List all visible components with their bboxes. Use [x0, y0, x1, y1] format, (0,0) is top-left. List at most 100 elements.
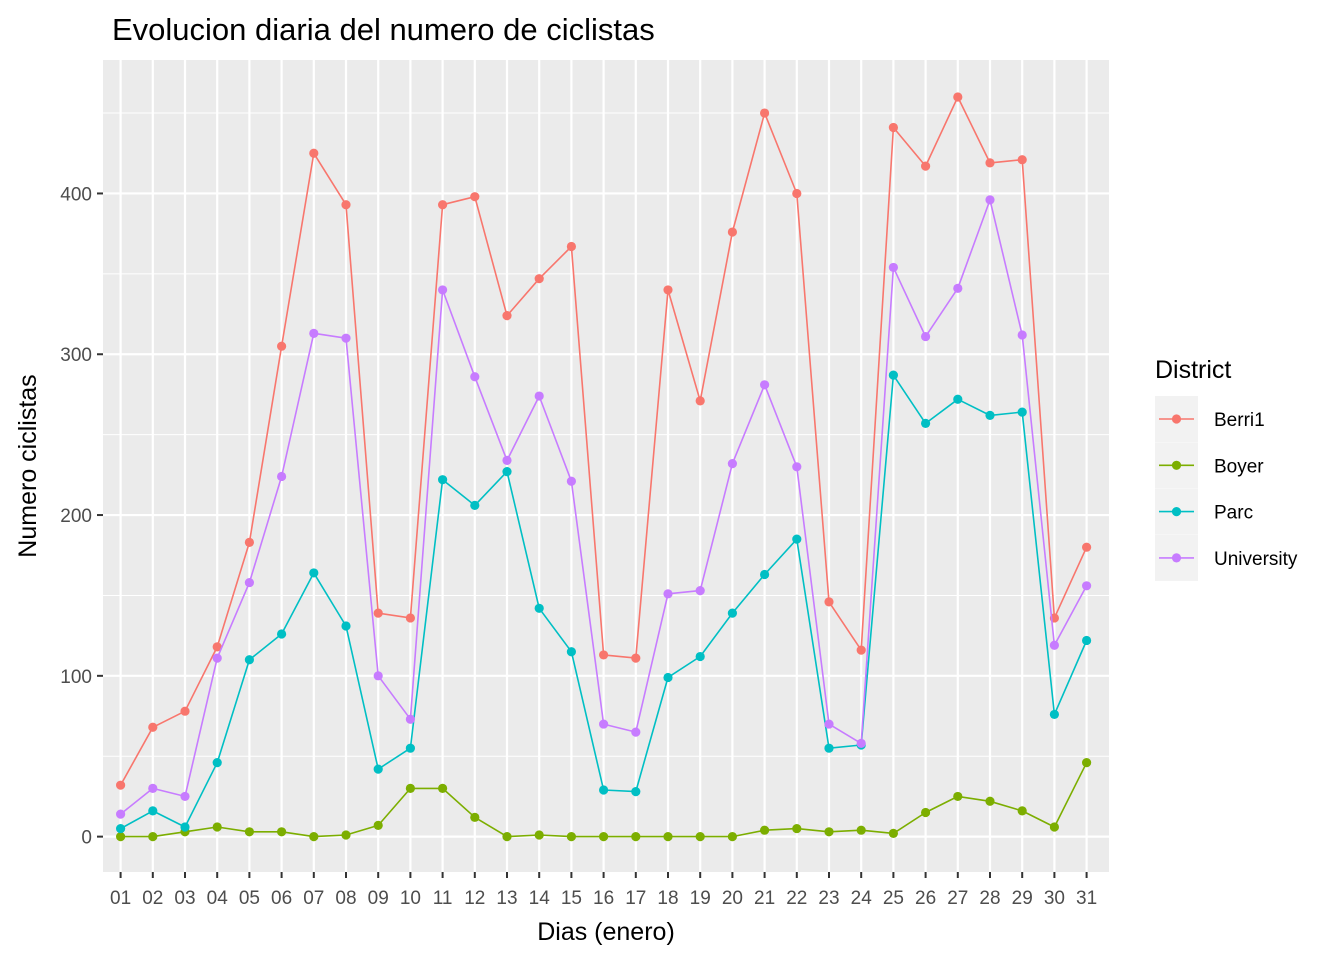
legend-item-parc: Parc [1155, 488, 1253, 535]
data-point [534, 391, 544, 401]
x-tick-label: 15 [561, 888, 582, 909]
data-point [566, 476, 577, 486]
data-point [373, 764, 383, 774]
x-tick-label: 01 [110, 888, 131, 909]
x-tick-label: 05 [239, 888, 260, 909]
data-point [824, 743, 834, 753]
legend: District Berri1 Boyer Parc University [1155, 356, 1298, 581]
data-point [180, 791, 190, 802]
data-point [631, 727, 641, 737]
data-point [566, 241, 577, 252]
data-point [116, 832, 126, 842]
data-point [212, 642, 222, 652]
legend-item-berri1: Berri1 [1155, 396, 1265, 442]
data-point [341, 830, 351, 840]
x-tick-label: 21 [754, 888, 775, 909]
data-point [244, 537, 254, 547]
y-axis: 0 100 200 300 400 [60, 184, 103, 849]
data-point [244, 655, 254, 665]
data-point [180, 822, 190, 832]
data-point [760, 108, 770, 118]
legend-key-point [1171, 553, 1182, 563]
major-gridlines [103, 60, 1109, 872]
data-point [1017, 806, 1027, 816]
data-point [727, 227, 738, 237]
data-point [373, 671, 383, 681]
data-point [405, 714, 415, 724]
x-tick-label: 07 [303, 888, 324, 909]
data-point [985, 796, 995, 806]
data-point [663, 832, 673, 842]
x-axis-title: Dias (enero) [537, 918, 675, 946]
data-point [148, 722, 158, 732]
data-point [663, 672, 673, 683]
data-point [244, 827, 254, 837]
data-point [888, 828, 899, 839]
x-tick-label: 25 [883, 888, 904, 909]
data-point [116, 809, 126, 819]
x-tick-label: 11 [433, 888, 453, 909]
data-point [953, 394, 963, 404]
data-point [470, 500, 480, 510]
data-point [824, 719, 834, 729]
data-point [1049, 822, 1059, 832]
x-tick-label: 09 [368, 888, 389, 909]
y-tick-label: 100 [60, 667, 92, 688]
x-axis: 01 02 03 04 05 06 07 08 09 10 11 12 13 14 15 16 17 18 19 20… [110, 872, 1097, 909]
data-point [888, 370, 899, 380]
data-point [1017, 330, 1027, 340]
x-tick-label: 16 [593, 888, 614, 909]
x-tick-label: 17 [625, 888, 646, 909]
legend-label: Boyer [1214, 456, 1264, 477]
data-point [566, 647, 577, 657]
data-point [695, 832, 705, 842]
data-point [985, 195, 995, 205]
x-tick-label: 03 [174, 888, 195, 909]
data-point [502, 455, 512, 465]
data-point [534, 830, 544, 840]
y-axis-title: Numero ciclistas [14, 374, 42, 557]
data-point [792, 823, 802, 834]
data-point [1049, 640, 1059, 650]
data-point [309, 568, 319, 578]
data-point [921, 161, 931, 171]
data-point [277, 827, 287, 837]
data-point [148, 832, 158, 842]
x-tick-label: 29 [1012, 888, 1033, 909]
data-point [599, 719, 609, 729]
data-point [1082, 758, 1092, 768]
data-point [1017, 155, 1027, 165]
data-point [792, 534, 802, 544]
data-point [921, 331, 931, 342]
data-point [663, 285, 673, 295]
series-berri1 [116, 92, 1092, 790]
data-point [405, 783, 415, 793]
data-point [244, 577, 254, 588]
data-point [695, 396, 705, 406]
legend-items: Berri1 Boyer Parc University [1155, 396, 1298, 581]
x-tick-label: 28 [979, 888, 1000, 909]
data-point [856, 825, 866, 835]
legend-label: Berri1 [1214, 410, 1265, 431]
legend-title: District [1155, 356, 1231, 384]
data-point [212, 653, 222, 663]
data-point [438, 475, 448, 485]
data-point [695, 586, 705, 596]
legend-item-boyer: Boyer [1155, 442, 1264, 489]
data-point [1017, 407, 1027, 417]
x-tick-label: 27 [947, 888, 968, 909]
x-tick-label: 22 [786, 888, 807, 909]
data-point [824, 597, 834, 607]
data-point [309, 832, 319, 842]
data-point [760, 569, 770, 580]
data-point [792, 188, 802, 199]
legend-label: University [1214, 549, 1298, 570]
chart-title: Evolucion diaria del numero de ciclistas [112, 12, 655, 47]
data-point [953, 791, 963, 802]
data-point [631, 653, 641, 663]
x-tick-label: 04 [207, 888, 229, 909]
data-point [180, 706, 190, 716]
data-point [727, 832, 738, 842]
data-point [631, 787, 641, 797]
x-tick-label: 26 [915, 888, 936, 909]
